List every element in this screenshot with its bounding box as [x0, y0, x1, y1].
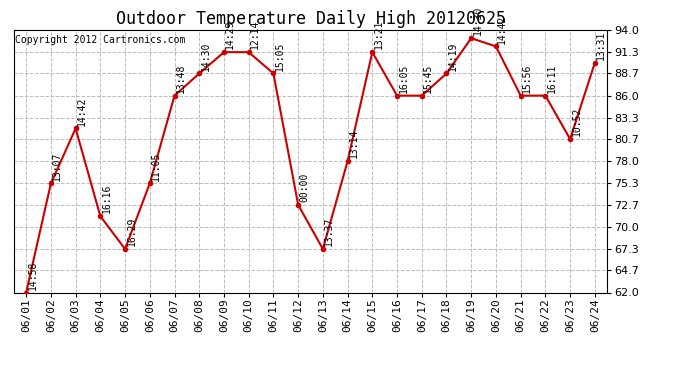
- Text: 14:19: 14:19: [448, 41, 458, 71]
- Text: 13:14: 13:14: [349, 129, 359, 159]
- Text: 11:05: 11:05: [151, 151, 161, 181]
- Text: 13:21: 13:21: [374, 20, 384, 50]
- Text: 16:16: 16:16: [101, 184, 112, 213]
- Text: 15:56: 15:56: [522, 63, 532, 93]
- Text: 16:29: 16:29: [126, 217, 137, 246]
- Title: Outdoor Temperature Daily High 20120625: Outdoor Temperature Daily High 20120625: [115, 10, 506, 28]
- Text: 15:45: 15:45: [423, 63, 433, 93]
- Text: 14:30: 14:30: [473, 6, 482, 35]
- Text: 13:37: 13:37: [324, 217, 334, 246]
- Text: 13:48: 13:48: [176, 63, 186, 93]
- Text: 12:14: 12:14: [250, 20, 260, 50]
- Text: 14:29: 14:29: [226, 20, 235, 50]
- Text: 13:31: 13:31: [596, 31, 607, 60]
- Text: 14:42: 14:42: [77, 96, 87, 126]
- Text: 14:58: 14:58: [28, 260, 37, 290]
- Text: 16:05: 16:05: [398, 63, 408, 93]
- Text: 15:05: 15:05: [275, 41, 285, 71]
- Text: 10:52: 10:52: [571, 107, 582, 136]
- Text: 14:30: 14:30: [201, 41, 210, 71]
- Text: 00:00: 00:00: [299, 172, 310, 202]
- Text: 13:07: 13:07: [52, 151, 62, 181]
- Text: Copyright 2012 Cartronics.com: Copyright 2012 Cartronics.com: [15, 35, 186, 45]
- Text: 16:11: 16:11: [546, 63, 557, 93]
- Text: 14:42: 14:42: [497, 14, 507, 44]
